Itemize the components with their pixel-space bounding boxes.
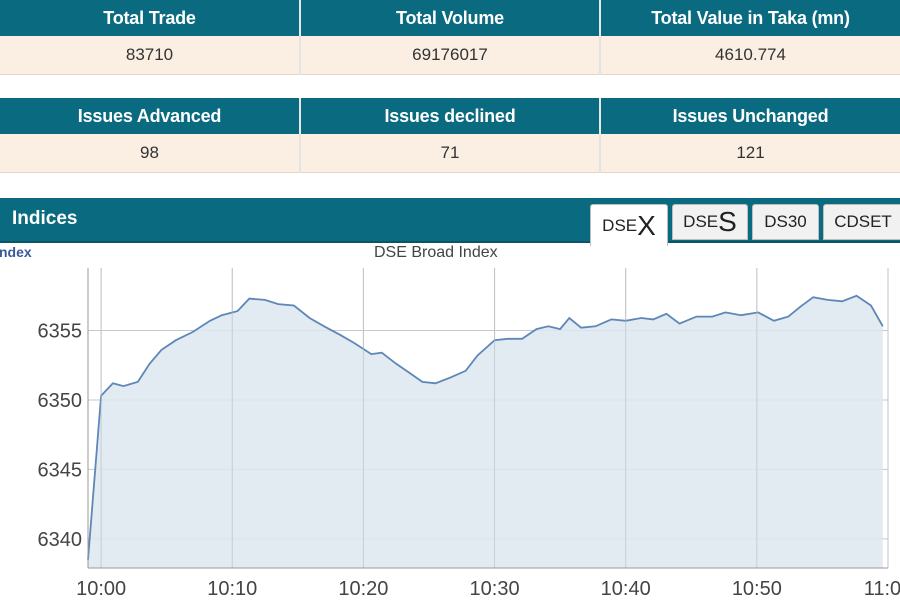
issues-unchanged-value: 121	[599, 134, 900, 173]
issues-unchanged-header: Issues Unchanged	[599, 98, 900, 134]
chart-index-label: ndex	[0, 244, 32, 260]
index-chart: 6340 6345 6350 6355 10:00 10:10 10:20 10:30 10:4…	[38, 268, 900, 600]
x-tick-label: 11:00	[864, 578, 900, 600]
issues-declined-value: 71	[299, 134, 600, 173]
indices-bar: Indices	[0, 198, 900, 243]
tab-dses-prefix: DSE	[683, 212, 719, 231]
issues-advanced-value: 98	[0, 134, 300, 173]
y-tick-label: 6340	[38, 529, 83, 551]
total-trade-header: Total Trade	[0, 0, 300, 36]
tab-dsex-suffix: X	[637, 209, 656, 241]
y-tick-label: 6355	[38, 321, 83, 343]
total-volume-header: Total Volume	[299, 0, 600, 36]
x-tick-label: 10:30	[470, 578, 520, 600]
total-volume-value: 69176017	[299, 36, 600, 75]
series-area	[88, 295, 883, 568]
y-tick-label: 6350	[38, 390, 83, 412]
x-tick-label: 10:10	[207, 578, 257, 600]
tab-dsex-prefix: DSE	[602, 215, 638, 235]
issues-advanced-header: Issues Advanced	[0, 98, 300, 134]
issues-declined-header: Issues declined	[299, 98, 600, 134]
indices-title: Indices	[12, 208, 78, 229]
total-trade-value: 83710	[0, 36, 300, 75]
issues-value-row: 98 71 121	[0, 134, 900, 173]
issues-header-row: Issues Advanced Issues declined Issues U…	[0, 98, 900, 134]
issues-table: Issues Advanced Issues declined Issues U…	[0, 98, 900, 173]
chart-title: DSE Broad Index	[374, 244, 498, 261]
x-tick-label: 10:40	[601, 578, 651, 600]
x-tick-label: 10:00	[76, 578, 126, 600]
tab-dsex[interactable]: DSE X	[590, 204, 668, 246]
summary-header-row: Total Trade Total Volume Total Value in …	[0, 0, 900, 36]
tab-dses[interactable]: DSE S	[672, 204, 748, 240]
total-value-value: 4610.774	[599, 36, 900, 75]
tab-dses-suffix: S	[718, 206, 737, 237]
tab-ds30[interactable]: DS30	[752, 204, 819, 240]
x-tick-label: 10:20	[338, 578, 388, 600]
summary-value-row: 83710 69176017 4610.774	[0, 36, 900, 75]
market-summary-table: Total Trade Total Volume Total Value in …	[0, 0, 900, 75]
series-line	[87, 294, 884, 560]
x-tick-label: 10:50	[732, 578, 782, 600]
y-tick-label: 6345	[38, 459, 83, 481]
tab-cdset[interactable]: CDSET	[823, 204, 900, 240]
total-value-header: Total Value in Taka (mn)	[599, 0, 900, 36]
